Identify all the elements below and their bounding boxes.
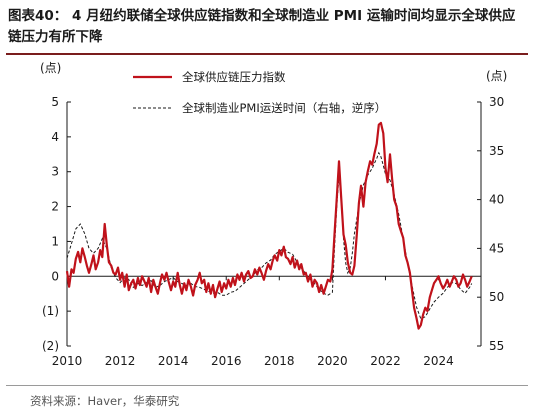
right-tick-label: 30 [489, 95, 504, 109]
source-divider [6, 385, 528, 386]
right-tick-label: 35 [489, 144, 504, 158]
left-tick-label: 3 [51, 165, 59, 179]
left-axis-unit: (点) [40, 61, 61, 75]
x-tick-label: 2010 [52, 354, 83, 368]
x-tick-label: 2014 [158, 354, 189, 368]
title-divider [6, 53, 528, 55]
left-tick-label: 5 [51, 95, 59, 109]
left-tick-label: 1 [51, 234, 59, 248]
legend-label-gscpi: 全球供应链压力指数 [182, 70, 286, 84]
left-tick-label: 4 [51, 130, 59, 144]
x-tick-label: 2018 [264, 354, 295, 368]
figure-title: 图表40： 4 月纽约联储全球供应链指数和全球制造业 PMI 运输时间均显示全球… [8, 8, 516, 45]
right-tick-label: 50 [489, 290, 504, 304]
x-tick-label: 2016 [211, 354, 242, 368]
right-tick-label: 45 [489, 241, 504, 255]
x-tick-label: 2022 [370, 354, 401, 368]
x-tick-label: 2012 [105, 354, 136, 368]
left-tick-label: (2) [42, 339, 59, 353]
x-tick-label: 2020 [317, 354, 348, 368]
series-line-gscpi [65, 121, 473, 330]
left-tick-label: (1) [42, 304, 59, 318]
right-axis-unit: (点) [486, 69, 507, 83]
right-tick-label: 55 [489, 339, 504, 353]
series-line-pmi-delivery-times [66, 151, 473, 320]
legend-label-pmi: 全球制造业PMI运送时间（右轴，逆序） [182, 101, 386, 115]
left-tick-label: 2 [51, 200, 59, 214]
left-tick-label: 0 [51, 269, 59, 283]
x-tick-label: 2024 [423, 354, 454, 368]
source-note: 资料来源：Haver，华泰研究 [30, 394, 180, 408]
chart-series [65, 121, 473, 330]
chart-legend: 全球供应链压力指数 全球制造业PMI运送时间（右轴，逆序） [133, 70, 386, 115]
right-tick-label: 40 [489, 193, 504, 207]
